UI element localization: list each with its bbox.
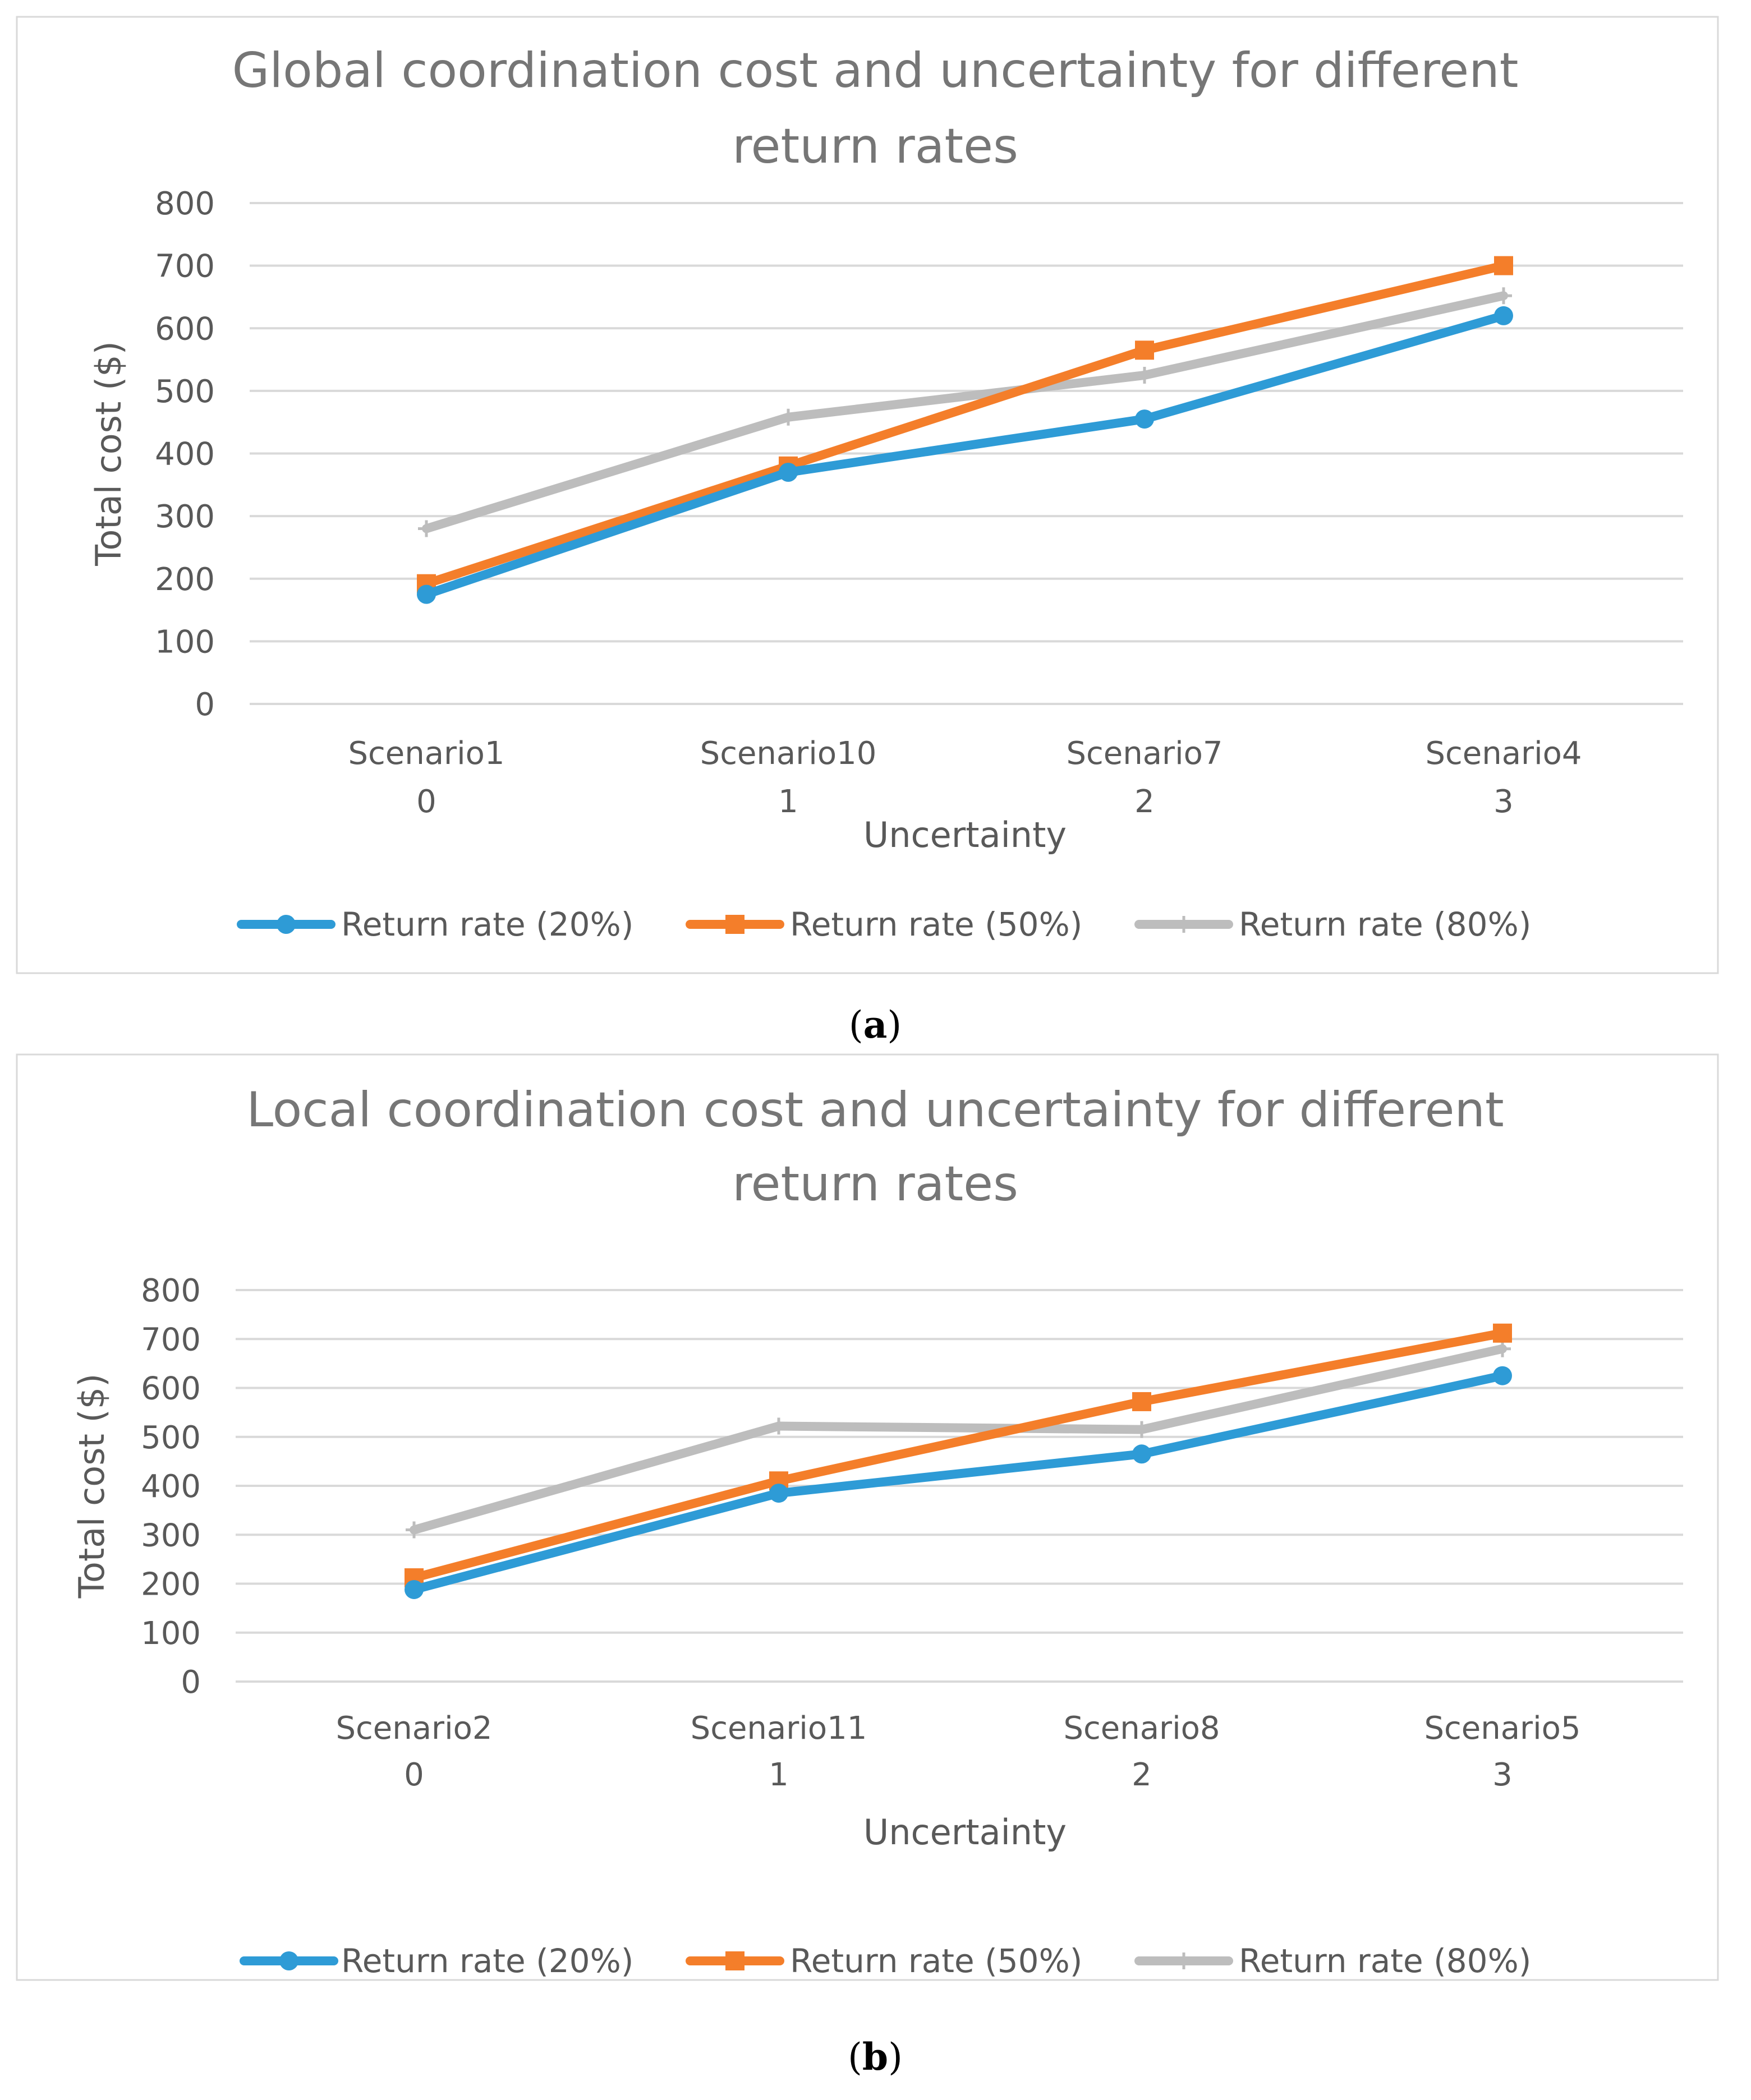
legend-label-3: Return rate (80%) — [1239, 1942, 1531, 1980]
chart-frame — [16, 16, 1719, 974]
series-line-3 — [422, 291, 1508, 533]
data-point-s2-3 — [1493, 1323, 1512, 1343]
data-point-s2-2 — [1135, 340, 1154, 360]
legend-square-marker — [725, 1951, 744, 1970]
y-tick-label-700: 700 — [155, 248, 215, 285]
y-tick-label-400: 400 — [155, 436, 215, 473]
figure-caption-b: (b) — [848, 2035, 903, 2079]
legend-circle-marker — [279, 1951, 298, 1970]
figure-caption-a: (a) — [849, 1003, 902, 1047]
y-tick-label-400: 400 — [141, 1468, 201, 1505]
x-category-label: Scenario4 — [1425, 735, 1582, 772]
x-category-label: Scenario7 — [1066, 735, 1223, 772]
x-tick-label: 3 — [1492, 1757, 1513, 1793]
y-tick-label-700: 700 — [141, 1321, 201, 1358]
data-point-s1-1 — [769, 1484, 788, 1503]
y-tick-label-800: 800 — [155, 186, 215, 222]
data-point-s3-3 — [1494, 1340, 1511, 1357]
chart-panel-a: Global coordination cost and uncertainty… — [16, 16, 1719, 974]
data-point-s2-3 — [1494, 256, 1513, 275]
y-tick-label-0: 0 — [181, 1664, 201, 1701]
series-line-1 — [422, 311, 1508, 599]
data-point-s3-1 — [770, 1417, 787, 1435]
x-tick-label: 2 — [1132, 1757, 1152, 1793]
y-tick-label-200: 200 — [141, 1567, 201, 1603]
y-tick-label-100: 100 — [141, 1615, 201, 1652]
x-category-label: Scenario10 — [700, 735, 877, 772]
data-point-s3-2 — [1136, 366, 1153, 384]
y-tick-label-600: 600 — [155, 311, 215, 347]
chart-title-line-1: Global coordination cost and uncertainty… — [232, 43, 1519, 99]
data-point-s1-1 — [779, 462, 798, 482]
y-tick-label-600: 600 — [141, 1371, 201, 1407]
y-tick-label-500: 500 — [141, 1420, 201, 1456]
y-tick-label-300: 300 — [155, 499, 215, 535]
data-point-s2-2 — [1132, 1392, 1151, 1411]
y-tick-label-300: 300 — [141, 1517, 201, 1554]
x-category-label: Scenario1 — [348, 735, 504, 772]
data-point-s3-3 — [1495, 287, 1512, 305]
legend-square-marker — [725, 915, 744, 934]
y-tick-label-500: 500 — [155, 374, 215, 410]
legend-label-2: Return rate (50%) — [790, 1942, 1082, 1980]
chart-frame — [16, 1053, 1719, 1981]
data-point-s3-2 — [1133, 1421, 1150, 1438]
legend-plus-marker — [1175, 1952, 1192, 1969]
data-point-s1-2 — [1132, 1444, 1151, 1464]
data-point-s1-3 — [1494, 306, 1513, 325]
y-axis-title: Total cost ($) — [88, 341, 129, 567]
data-point-s3-1 — [780, 408, 797, 426]
series-line-1 — [410, 1371, 1507, 1594]
x-tick-label: 1 — [769, 1757, 789, 1793]
x-category-label: Scenario8 — [1063, 1710, 1220, 1747]
chart-title-line-2: return rates — [732, 118, 1018, 174]
chart-panel-b: Local coordination cost and uncertainty … — [16, 1053, 1719, 1981]
legend-label-3: Return rate (80%) — [1239, 905, 1531, 943]
x-category-label: Scenario5 — [1424, 1710, 1580, 1747]
x-category-label: Scenario11 — [691, 1710, 867, 1747]
data-point-s1-0 — [417, 584, 436, 604]
x-axis-title: Uncertainty — [863, 814, 1067, 855]
y-tick-label-200: 200 — [155, 561, 215, 598]
legend-label-1: Return rate (20%) — [341, 1942, 633, 1980]
caption-letter: b — [862, 2035, 888, 2079]
x-tick-label: 0 — [416, 784, 436, 820]
legend-circle-marker — [277, 915, 296, 934]
legend-label-1: Return rate (20%) — [341, 905, 633, 943]
series-line-2 — [410, 1328, 1507, 1583]
data-point-s1-0 — [405, 1579, 424, 1599]
series-line-3 — [410, 1344, 1507, 1535]
caption-letter: a — [863, 1003, 888, 1047]
x-tick-label: 0 — [404, 1757, 424, 1793]
x-tick-label: 3 — [1493, 784, 1514, 820]
x-category-label: Scenario2 — [336, 1710, 492, 1747]
y-tick-label-100: 100 — [155, 624, 215, 660]
y-tick-label-0: 0 — [195, 687, 215, 723]
y-tick-label-800: 800 — [141, 1273, 201, 1309]
data-point-s3-0 — [418, 520, 435, 537]
series-line-2 — [422, 261, 1508, 588]
x-axis-title: Uncertainty — [863, 1812, 1067, 1853]
data-point-s1-3 — [1493, 1366, 1512, 1385]
chart-title-line-1: Local coordination cost and uncertainty … — [246, 1082, 1504, 1138]
x-tick-label: 2 — [1134, 784, 1155, 820]
legend-label-2: Return rate (50%) — [790, 905, 1082, 943]
y-axis-title: Total cost ($) — [71, 1374, 112, 1599]
data-point-s1-2 — [1135, 409, 1154, 429]
chart-title-line-2: return rates — [732, 1156, 1018, 1212]
data-point-s3-0 — [406, 1521, 422, 1539]
legend-plus-marker — [1175, 916, 1192, 933]
x-tick-label: 1 — [778, 784, 798, 820]
